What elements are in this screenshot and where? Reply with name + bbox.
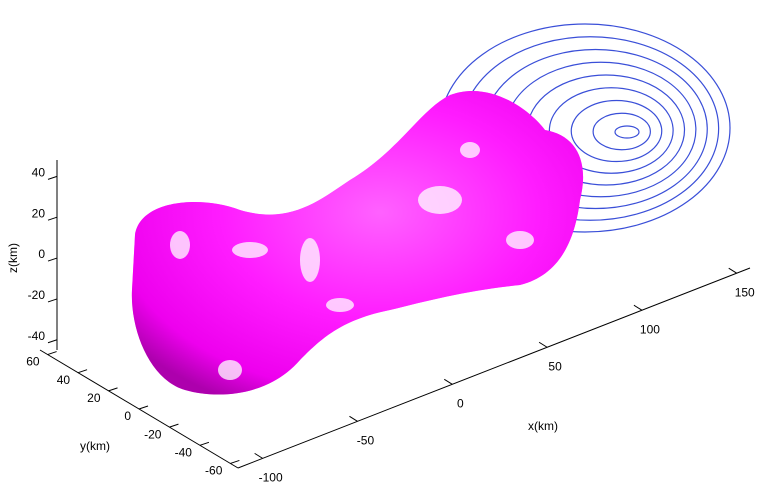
chart: -100 -50 0 50 100 150 -60 -40 -20 0 20 40 60 -40 -20 0 2… — [0, 0, 766, 491]
z-tick-label: 40 — [32, 166, 46, 180]
x-tick — [349, 416, 357, 421]
z-tick-label: -20 — [28, 288, 46, 302]
z-tick — [48, 217, 57, 220]
z-tick-label: -40 — [28, 329, 46, 343]
x-tick — [539, 342, 547, 347]
y-tick — [109, 388, 118, 391]
x-tick-label: -100 — [259, 471, 283, 485]
z-tick-label: 0 — [38, 247, 45, 261]
y-tick — [169, 424, 178, 427]
y-tick — [200, 442, 209, 445]
y-tick-label: -20 — [144, 427, 162, 441]
y-tick — [139, 406, 148, 409]
z-tick — [48, 299, 57, 302]
x-axis-label: x(km) — [528, 419, 558, 433]
y-tick-label: -60 — [205, 464, 223, 478]
y-tick — [230, 460, 239, 463]
x-tick — [255, 453, 263, 458]
z-tick — [48, 176, 57, 179]
z-tick — [48, 340, 57, 343]
contour — [593, 113, 650, 150]
x-tick-label: 0 — [457, 396, 464, 410]
y-tick-label: -40 — [175, 445, 193, 459]
y-tick — [48, 352, 57, 355]
x-tick-label: 50 — [548, 359, 562, 373]
y-tick-label: 40 — [57, 373, 71, 387]
x-tick-label: 150 — [735, 285, 755, 299]
y-tick-label: 60 — [26, 355, 40, 369]
x-tick — [444, 379, 452, 384]
y-tick-label: 20 — [87, 391, 101, 405]
y-tick — [78, 370, 87, 373]
y-axis-label: y(km) — [80, 439, 110, 453]
z-tick-label: 20 — [32, 206, 46, 220]
x-tick — [634, 305, 642, 310]
y-tick-label: 0 — [124, 409, 131, 423]
x-tick-label: 100 — [640, 322, 660, 336]
x-tick-label: -50 — [357, 434, 375, 448]
z-tick — [48, 258, 57, 261]
z-axis-label: z(km) — [6, 243, 20, 273]
x-tick — [729, 268, 737, 273]
contour — [615, 126, 639, 138]
contour — [571, 101, 662, 162]
